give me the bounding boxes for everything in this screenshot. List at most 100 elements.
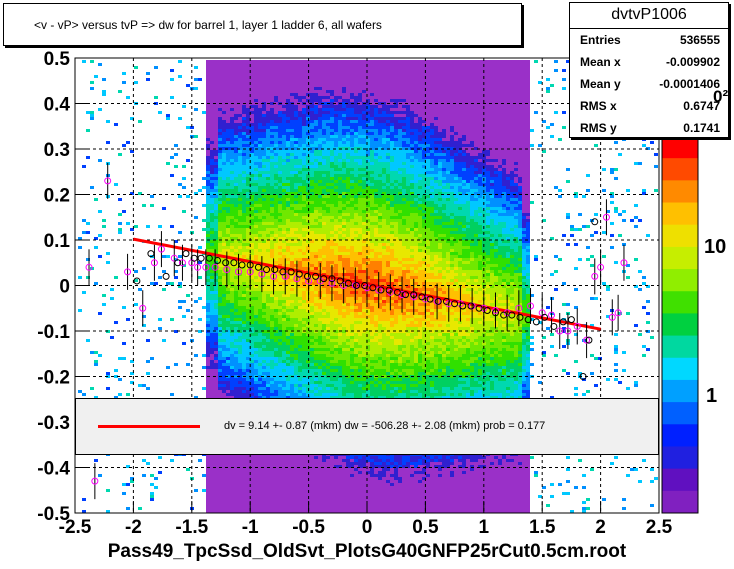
heatmap-cell — [234, 345, 238, 348]
heatmap-cell — [302, 300, 306, 303]
heatmap-cell — [314, 294, 318, 297]
heatmap-cell — [318, 360, 322, 363]
heatmap-cell — [326, 480, 330, 483]
heatmap-cell — [282, 186, 286, 189]
heatmap-cell — [286, 252, 290, 255]
heatmap-cell — [230, 456, 234, 459]
heatmap-cell — [298, 486, 302, 489]
heatmap-cell — [258, 276, 262, 279]
heatmap-cell — [246, 228, 250, 231]
heatmap-cell — [310, 111, 314, 114]
heatmap-cell — [270, 96, 274, 99]
heatmap-cell — [118, 378, 122, 381]
heatmap-cell — [186, 468, 190, 471]
heatmap-cell — [306, 189, 310, 192]
heatmap-cell — [314, 165, 318, 168]
heatmap-cell — [278, 201, 282, 204]
heatmap-cell — [290, 216, 294, 219]
heatmap-cell — [266, 192, 270, 195]
heatmap-cell — [278, 216, 282, 219]
heatmap-cell — [222, 375, 226, 378]
heatmap-cell — [298, 300, 302, 303]
heatmap-cell — [278, 171, 282, 174]
heatmap-cell — [314, 99, 318, 102]
heatmap-cell — [262, 123, 266, 126]
heatmap-cell — [302, 276, 306, 279]
heatmap-cell — [278, 81, 282, 84]
heatmap-cell — [170, 174, 174, 177]
heatmap-cell — [214, 294, 218, 297]
heatmap-cell — [294, 255, 298, 258]
heatmap-cell — [226, 252, 230, 255]
heatmap-cell — [294, 381, 298, 384]
heatmap-cell — [318, 357, 322, 360]
heatmap-cell — [258, 198, 262, 201]
heatmap-cell — [234, 456, 238, 459]
heatmap-cell — [302, 291, 306, 294]
heatmap-cell — [302, 321, 306, 324]
heatmap-cell — [218, 126, 222, 129]
heatmap-cell — [290, 90, 294, 93]
heatmap-cell — [254, 210, 258, 213]
heatmap-cell — [250, 174, 254, 177]
heatmap-cell — [226, 300, 230, 303]
heatmap-cell — [254, 132, 258, 135]
heatmap-cell — [266, 210, 270, 213]
heatmap-cell — [238, 312, 242, 315]
heatmap-cell — [210, 210, 214, 213]
heatmap-cell — [226, 507, 230, 510]
heatmap-cell — [326, 135, 330, 138]
heatmap-cell — [310, 246, 314, 249]
heatmap-cell — [318, 132, 322, 135]
heatmap-cell — [322, 171, 326, 174]
heatmap-cell — [166, 114, 170, 117]
heatmap-cell — [206, 360, 210, 363]
heatmap-cell — [222, 81, 226, 84]
heatmap-cell — [130, 228, 134, 231]
heatmap-cell — [210, 207, 214, 210]
heatmap-cell — [326, 237, 330, 240]
heatmap-cell — [294, 339, 298, 342]
heatmap-cell — [214, 198, 218, 201]
heatmap-cell — [250, 321, 254, 324]
heatmap-cell — [318, 363, 322, 366]
heatmap-cell — [218, 189, 222, 192]
heatmap-cell — [286, 69, 290, 72]
heatmap-cell — [290, 459, 294, 462]
heatmap-cell — [278, 366, 282, 369]
heatmap-cell — [314, 150, 318, 153]
heatmap-cell — [298, 372, 302, 375]
heatmap-cell — [222, 276, 226, 279]
heatmap-cell — [322, 336, 326, 339]
heatmap-cell — [238, 339, 242, 342]
heatmap-cell — [218, 300, 222, 303]
heatmap-cell — [246, 291, 250, 294]
heatmap-cell — [310, 165, 314, 168]
heatmap-cell — [274, 387, 278, 390]
heatmap-cell — [314, 342, 318, 345]
heatmap-cell — [214, 297, 218, 300]
heatmap-cell — [214, 495, 218, 498]
heatmap-cell — [298, 183, 302, 186]
heatmap-cell — [310, 267, 314, 270]
heatmap-cell — [218, 66, 222, 69]
heatmap-cell — [206, 219, 210, 222]
heatmap-cell — [298, 84, 302, 87]
heatmap-cell — [306, 258, 310, 261]
heatmap-cell — [222, 342, 226, 345]
heatmap-cell — [250, 306, 254, 309]
heatmap-cell — [230, 60, 234, 63]
heatmap-cell — [314, 345, 318, 348]
heatmap-cell — [286, 87, 290, 90]
heatmap-cell — [210, 150, 214, 153]
heatmap-cell — [242, 351, 246, 354]
heatmap-cell — [198, 189, 202, 192]
heatmap-cell — [210, 216, 214, 219]
heatmap-cell — [286, 129, 290, 132]
heatmap-cell — [278, 342, 282, 345]
heatmap-cell — [174, 276, 178, 279]
heatmap-cell — [322, 153, 326, 156]
heatmap-cell — [222, 324, 226, 327]
heatmap-cell — [226, 333, 230, 336]
heatmap-cell — [314, 72, 318, 75]
